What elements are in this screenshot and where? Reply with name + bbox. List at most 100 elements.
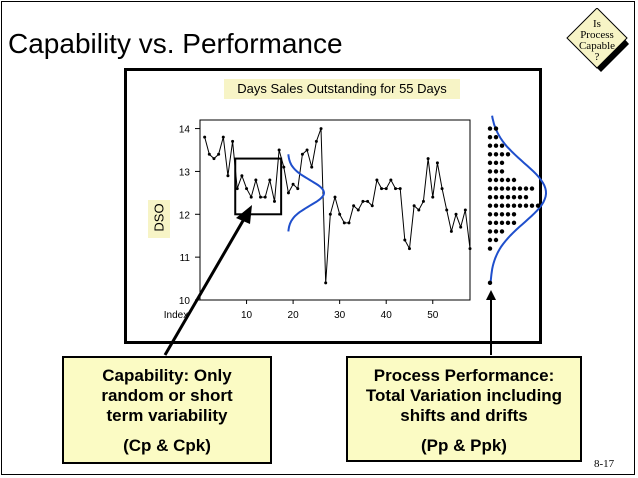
data-point: [235, 187, 239, 191]
dotplot-dot: [505, 186, 511, 191]
badge-text: Is Process Capable ?: [565, 19, 629, 63]
data-point: [435, 161, 439, 165]
dotplot-dot: [499, 169, 505, 174]
dotplot-dot: [535, 203, 541, 208]
data-point: [268, 178, 272, 182]
dotplot-dot: [517, 203, 523, 208]
dotplot-dot: [493, 212, 499, 217]
callout-line: Capability: Only: [102, 366, 232, 385]
data-point: [259, 195, 263, 199]
data-point: [375, 178, 379, 182]
performance-callout: Process Performance: Total Variation inc…: [346, 356, 582, 462]
data-point: [291, 182, 295, 186]
dotplot-dot: [487, 229, 493, 234]
dotplot-dot: [487, 169, 493, 174]
data-point: [417, 208, 421, 212]
data-point: [389, 178, 393, 182]
data-point: [324, 281, 328, 285]
callout-line: Total Variation including: [365, 386, 563, 405]
badge-line: Is: [593, 18, 601, 30]
data-point: [286, 191, 290, 195]
callout-line: term variability: [106, 406, 228, 425]
data-point: [384, 187, 388, 191]
data-point: [459, 225, 463, 229]
data-point: [328, 212, 332, 216]
data-point: [352, 204, 356, 208]
dotplot-dot: [487, 134, 493, 140]
data-point: [245, 187, 249, 191]
data-point: [356, 208, 360, 212]
dotplot-dot: [493, 194, 499, 200]
dotplot-dot: [505, 152, 511, 157]
dotplot-dot: [505, 194, 511, 200]
x-tick-label: 40: [381, 310, 393, 321]
data-point: [310, 165, 314, 169]
dotplot-dot: [523, 194, 529, 200]
callout-line: (Pp & Ppk): [421, 436, 507, 455]
total-variation-curve: [489, 115, 548, 283]
dotplot-dot: [511, 220, 517, 226]
x-tick-label: 50: [427, 310, 439, 321]
badge-line: ?: [594, 51, 600, 63]
dotplot-dot: [487, 126, 493, 131]
x-tick-label: 30: [334, 310, 346, 321]
dotplot-dot: [493, 134, 499, 140]
dotplot-dot: [499, 203, 505, 208]
process-capable-badge-icon: [566, 8, 629, 72]
data-point: [445, 208, 449, 212]
data-point: [221, 135, 225, 139]
data-point: [370, 204, 374, 208]
dotplot-dot: [487, 160, 493, 166]
y-tick-label: 11: [180, 253, 191, 264]
dotplot-dot: [487, 246, 493, 251]
dotplot-dot: [487, 212, 493, 217]
data-point: [468, 247, 472, 251]
data-point: [272, 199, 276, 203]
callout-line: shifts and drifts: [400, 406, 528, 425]
data-point: [449, 229, 453, 233]
short-term-curve: [287, 154, 326, 232]
data-point: [440, 187, 444, 191]
data-point: [240, 174, 244, 178]
dotplot-dot: [487, 143, 493, 148]
dotplot-dot: [511, 186, 517, 191]
dotplot-dot: [493, 203, 499, 208]
dotplot-dot: [487, 203, 493, 208]
dotplot-dot: [493, 143, 499, 148]
data-point: [421, 199, 425, 203]
data-point: [217, 152, 221, 156]
callout-line: (Cp & Cpk): [123, 436, 211, 455]
data-point: [342, 221, 346, 225]
dotplot-dot: [493, 186, 499, 191]
plot-area: [199, 119, 471, 301]
dotplot-dot: [529, 203, 535, 208]
dotplot-dot: [499, 229, 505, 234]
data-point: [282, 165, 286, 169]
data-point: [338, 212, 342, 216]
y-tick-label: 14: [179, 125, 191, 136]
dotplot-dot: [487, 186, 493, 191]
capability-arrow: [163, 218, 246, 356]
dotplot-dot: [493, 177, 499, 183]
dotplot-dot: [505, 177, 511, 183]
callout-line: random or short: [101, 386, 233, 405]
performance-arrow-head: [486, 290, 496, 300]
dotplot-dot: [499, 194, 505, 200]
data-point: [263, 195, 267, 199]
data-point: [426, 157, 430, 161]
data-point: [314, 139, 318, 143]
data-point: [412, 204, 416, 208]
data-point: [347, 221, 351, 225]
callout-line: Process Performance:: [373, 366, 555, 385]
dotplot-dot: [517, 194, 523, 200]
dotplot-dot: [493, 160, 499, 166]
y-tick-label: 13: [179, 167, 191, 178]
dotplot-dot: [493, 220, 499, 226]
data-point: [203, 135, 207, 139]
dotplot-dot: [499, 220, 505, 226]
data-point: [366, 199, 370, 203]
data-point: [431, 195, 435, 199]
chart-title: Days Sales Outstanding for 55 Days: [224, 79, 460, 99]
dotplot-dot: [487, 280, 493, 286]
